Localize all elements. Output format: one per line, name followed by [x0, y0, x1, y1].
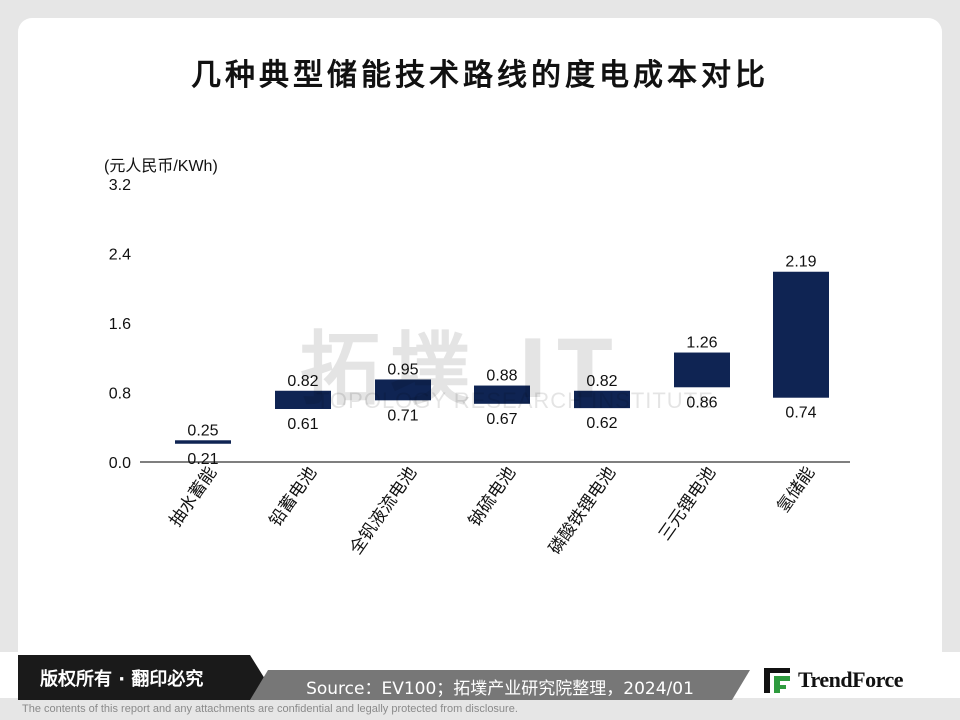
- bar-high-label: 0.82: [586, 373, 617, 390]
- bar-low-label: 0.74: [785, 405, 816, 422]
- cost-range-bar: [175, 440, 231, 444]
- cost-range-bar: [674, 352, 730, 388]
- cost-range-bar: [773, 271, 829, 398]
- x-category-label: 抽水蓄能: [166, 463, 221, 530]
- chart-title: 几种典型储能技术路线的度电成本对比: [191, 58, 769, 93]
- x-category-label: 磷酸铁锂电池: [545, 463, 620, 558]
- footer-copyright-banner: [18, 655, 278, 700]
- trendforce-mark-icon: [762, 665, 792, 695]
- bar-high-label: 0.25: [187, 422, 218, 439]
- cost-range-bar: [474, 385, 530, 404]
- copyright-text: 版权所有 · 翻印必究: [40, 669, 204, 690]
- x-category-label: 三元锂电池: [655, 463, 720, 544]
- y-tick-label: 0.0: [109, 455, 131, 472]
- y-tick-label: 2.4: [109, 247, 131, 264]
- bar-low-label: 0.21: [187, 451, 218, 468]
- bar-low-label: 0.62: [586, 415, 617, 432]
- x-category-label: 全钒液流电池: [346, 463, 421, 558]
- y-tick-label: 0.8: [109, 386, 131, 403]
- bar-high-label: 0.95: [387, 361, 418, 378]
- x-category-label: 钠硫电池: [465, 463, 520, 530]
- bar-low-label: 0.61: [287, 416, 318, 433]
- disclaimer-text: The contents of this report and any atta…: [22, 703, 518, 715]
- source-text: Source：EV100；拓墣产业研究院整理，2024/01: [306, 679, 694, 699]
- y-tick-label: 3.2: [109, 177, 131, 194]
- y-axis-unit-label: (元人民币/KWh): [104, 157, 218, 175]
- trendforce-logo: TrendForce: [762, 665, 942, 695]
- cost-range-bar: [275, 390, 331, 410]
- bar-high-label: 2.19: [785, 254, 816, 271]
- cost-range-bar: [375, 379, 431, 401]
- watermark-subtitle: TOPOLOGY RESEARCH INSTITUTE: [316, 388, 714, 413]
- cost-range-bar: [574, 390, 630, 409]
- x-category-label: 铅蓄电池: [266, 463, 321, 530]
- bar-low-label: 0.86: [686, 394, 717, 411]
- bar-high-label: 0.82: [287, 373, 318, 390]
- bar-high-label: 1.26: [686, 335, 717, 352]
- x-category-label: 氢储能: [773, 463, 819, 516]
- trendforce-wordmark: TrendForce: [798, 667, 903, 692]
- footer-source-banner: [250, 670, 750, 700]
- watermark-logo: 拓墣 IT: [300, 323, 623, 416]
- bar-low-label: 0.67: [486, 411, 517, 428]
- y-tick-label: 1.6: [109, 316, 131, 333]
- bar-high-label: 0.88: [486, 368, 517, 385]
- bar-low-label: 0.71: [387, 407, 418, 424]
